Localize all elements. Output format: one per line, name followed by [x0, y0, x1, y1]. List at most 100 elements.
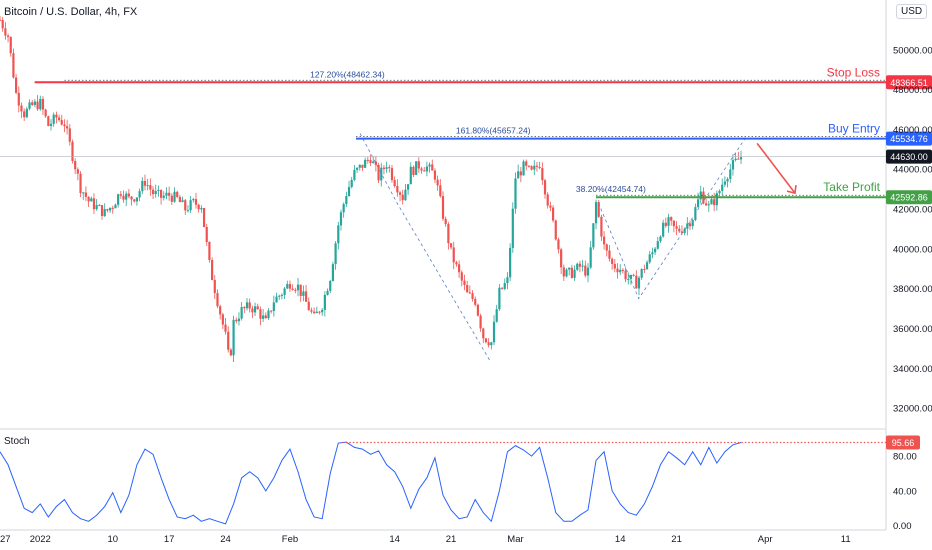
candle-body — [519, 171, 522, 176]
candle-body — [125, 193, 128, 200]
candle-body — [299, 284, 302, 296]
candle-body — [15, 77, 18, 93]
candle-body — [396, 186, 399, 193]
candle-body — [372, 161, 375, 164]
candle-body — [474, 298, 477, 305]
candle-body — [342, 204, 345, 213]
candle-body — [189, 200, 192, 211]
levels: 127.20%(48462.34) Stop Loss 48366.51 161.80… — [0, 65, 932, 205]
candle-body — [329, 280, 332, 291]
candle-body — [194, 199, 198, 205]
candle-body — [578, 263, 582, 267]
candle-body — [76, 169, 79, 174]
candle-body — [533, 165, 536, 170]
candle-body — [36, 101, 39, 110]
candle-body — [60, 120, 63, 125]
candle-body — [664, 222, 667, 226]
candle-body — [20, 105, 23, 112]
buy-entry-price-tag-text: 45534.76 — [890, 134, 928, 144]
candle-body — [41, 98, 45, 110]
candle-body — [25, 108, 28, 118]
candle-body — [667, 217, 670, 226]
candle-body — [95, 205, 98, 210]
candle-body — [106, 209, 109, 211]
candle-body — [568, 267, 571, 270]
candle-body — [584, 265, 587, 276]
x-tick-label: 27 — [0, 534, 11, 545]
axes: 32000.00 34000.00 36000.00 38000.00 40000.00… — [0, 45, 932, 545]
candle-body — [406, 184, 410, 190]
candle-body — [262, 315, 265, 319]
candle-body — [409, 166, 412, 185]
candle-body — [253, 306, 257, 313]
candle-body — [731, 160, 735, 170]
candle-body — [707, 204, 710, 206]
take-profit-fib-label: 38.20%(42454.74) — [576, 184, 646, 194]
candle-body — [216, 293, 219, 307]
candle-body — [423, 170, 426, 172]
candle-body — [621, 269, 624, 271]
candle-body — [565, 269, 568, 277]
candle-body — [168, 192, 171, 196]
candle-body — [47, 116, 50, 127]
candle-body — [675, 226, 678, 229]
stop-loss-label: Stop Loss — [827, 65, 880, 79]
candle-body — [656, 241, 659, 249]
candle-body — [130, 196, 133, 200]
candle-body — [737, 158, 740, 160]
candle-body — [611, 258, 614, 264]
candle-body — [648, 254, 651, 263]
x-tick-label: 10 — [107, 534, 118, 545]
candle-body — [224, 324, 227, 332]
candle-body — [594, 202, 598, 224]
candle-body — [447, 224, 450, 244]
candle-body — [256, 306, 259, 310]
candle-body — [417, 161, 420, 169]
candle-body — [455, 262, 458, 265]
candle-body — [739, 157, 743, 160]
candle-body — [127, 193, 130, 197]
candle-body — [243, 307, 246, 309]
candle-body — [449, 243, 453, 248]
candle-body — [608, 250, 611, 259]
candle-body — [721, 184, 724, 191]
candle-body — [280, 294, 284, 296]
candle-body — [476, 304, 480, 316]
candle-body — [272, 302, 275, 311]
candle-body — [237, 318, 241, 322]
candle-body — [98, 205, 101, 207]
candle-body — [549, 205, 552, 208]
candle-body — [232, 319, 235, 356]
candle-body — [538, 166, 541, 169]
candle-body — [436, 179, 439, 186]
down-arrow-head — [786, 184, 797, 195]
candle-body — [100, 205, 104, 217]
candle-body — [374, 161, 377, 165]
candle-body — [321, 309, 324, 313]
candle-body — [514, 178, 517, 209]
candle-body — [439, 185, 442, 197]
candle-body — [286, 284, 289, 289]
currency-button[interactable]: USD — [896, 4, 928, 19]
candle-body — [219, 306, 222, 315]
candle-body — [4, 28, 7, 36]
candle-body — [624, 270, 627, 280]
candle-body — [347, 186, 351, 197]
stop-loss-price-tag — [886, 75, 932, 90]
candle-body — [90, 198, 93, 202]
candle-body — [385, 167, 388, 169]
y-tick-label: 50000.00 — [893, 45, 932, 56]
candle-body — [589, 247, 592, 268]
candle-body — [235, 319, 238, 322]
candle-body — [527, 165, 531, 167]
stoch-tick-label: 40.00 — [893, 486, 917, 497]
candle-body — [390, 168, 394, 181]
stoch-panel: 95.66 — [0, 435, 920, 525]
x-tick-label: 17 — [164, 534, 175, 545]
candle-body — [283, 288, 286, 295]
candle-body — [570, 267, 573, 278]
candle-body — [251, 308, 254, 313]
candle-body — [380, 167, 383, 181]
y-tick-label: 42000.00 — [893, 205, 932, 216]
